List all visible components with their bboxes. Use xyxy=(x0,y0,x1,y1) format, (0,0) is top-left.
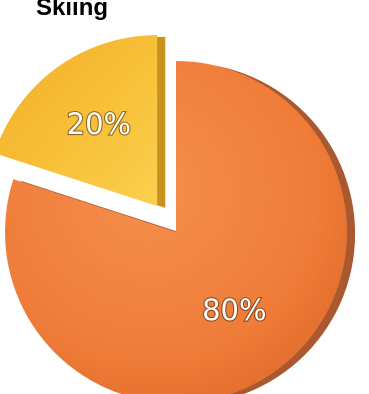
pie-slice-face-2 xyxy=(0,35,158,207)
pie-slice-1 xyxy=(5,61,356,394)
pie-slices xyxy=(0,35,356,394)
pie-slice-2 xyxy=(0,35,166,208)
pie-slice-face-1 xyxy=(5,61,347,394)
chart-title: Skiing xyxy=(36,0,109,21)
pie-label-2: 20% xyxy=(67,107,131,141)
pie-labels: 80% 20% xyxy=(66,106,268,329)
pie-label-1: 80% xyxy=(202,293,266,327)
